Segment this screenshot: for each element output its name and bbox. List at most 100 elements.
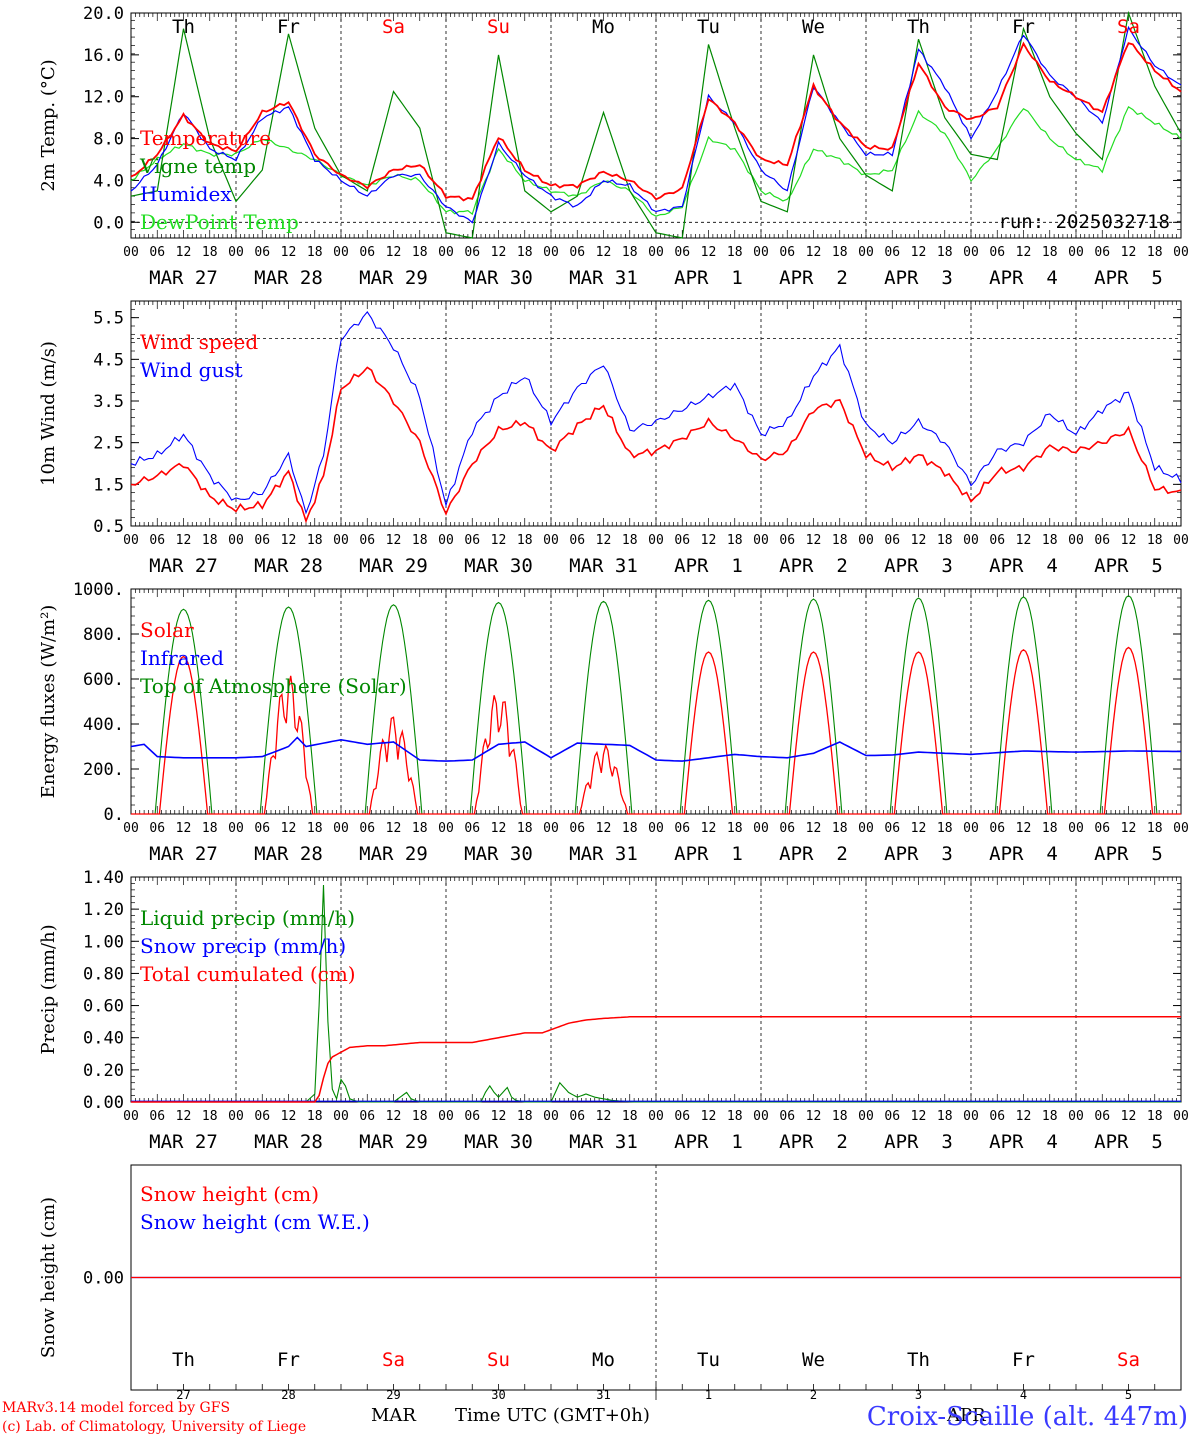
panel3-hour-label: 06 xyxy=(464,821,480,836)
panel1-weekday-label: Su xyxy=(487,16,510,38)
panel4-hour-label: 06 xyxy=(674,1109,690,1124)
panel3-date-label: APR 4 xyxy=(989,843,1058,865)
panel4-hour-label: 18 xyxy=(1042,1109,1058,1124)
panel4-hour-label: 12 xyxy=(806,1109,822,1124)
panel3-legend-solar: Solar xyxy=(140,618,194,642)
panel1-weekday-label: Tu xyxy=(697,16,720,38)
panel1-hour-label: 12 xyxy=(701,245,717,260)
panel1-y-tick-label: 16.0 xyxy=(83,46,124,66)
panel2-frame xyxy=(130,300,1182,527)
panel1-legend-vigne-temp: Vigne temp xyxy=(139,154,256,178)
panel2-hour-label: 12 xyxy=(596,533,612,548)
panel3-date-label: APR 3 xyxy=(884,843,953,865)
panel4-hour-label: 06 xyxy=(989,1109,1005,1124)
panel5-day-number: 2 xyxy=(810,1388,817,1402)
panel1-y-tick-label: 8.0 xyxy=(93,130,124,150)
month-label-mar: MAR xyxy=(371,1405,416,1426)
panel1-hour-label: 18 xyxy=(1147,245,1163,260)
panel4-hour-label: 12 xyxy=(176,1109,192,1124)
panel2-date-label: APR 3 xyxy=(884,555,953,577)
panel1-hour-label: 12 xyxy=(911,245,927,260)
panel1-hour-label: 06 xyxy=(884,245,900,260)
panel3-y-tick-label: 0. xyxy=(104,805,124,825)
panel3-hour-label: 06 xyxy=(884,821,900,836)
panel1-hour-label: 06 xyxy=(359,245,375,260)
panel4-hour-label: 18 xyxy=(832,1109,848,1124)
panel4-hour-label: 00 xyxy=(543,1109,559,1124)
panel4-hour-label: 18 xyxy=(517,1109,533,1124)
panel4-y-tick-label: 1.00 xyxy=(83,932,124,952)
time-axis-label: Time UTC (GMT+0h) xyxy=(455,1405,650,1426)
panel3-date-label: APR 5 xyxy=(1094,843,1163,865)
panel1-hour-label: 06 xyxy=(464,245,480,260)
panel3-hour-label: 12 xyxy=(281,821,297,836)
panel1-legend-temperature: Temperature xyxy=(140,126,271,150)
panel3-hour-label: 00 xyxy=(648,821,664,836)
panel1-hour-label: 06 xyxy=(989,245,1005,260)
panel2-hour-label: 00 xyxy=(858,533,874,548)
panel3-hour-label: 06 xyxy=(674,821,690,836)
panel2-y-tick-label: 4.5 xyxy=(93,350,124,370)
panel3-hour-label: 18 xyxy=(1147,821,1163,836)
panel2-hour-label: 12 xyxy=(386,533,402,548)
panel1-date-label: APR 4 xyxy=(989,267,1058,289)
panel2-hour-label: 18 xyxy=(727,533,743,548)
panel1-date-label: MAR 27 xyxy=(149,267,218,289)
panel3-hour-label: 06 xyxy=(989,821,1005,836)
panel4-hour-label: 12 xyxy=(911,1109,927,1124)
panel1-hour-label: 06 xyxy=(674,245,690,260)
panel3-date-label: APR 2 xyxy=(779,843,848,865)
panel3-hour-label: 00 xyxy=(543,821,559,836)
panel5-weekday-label: Mo xyxy=(592,1349,615,1371)
panel2-hour-label: 06 xyxy=(1094,533,1110,548)
panel1-hour-label: 00 xyxy=(963,245,979,260)
panel4-hour-label: 00 xyxy=(858,1109,874,1124)
panel4-hour-label: 00 xyxy=(123,1109,139,1124)
panel1-hour-label: 18 xyxy=(622,245,638,260)
panel4-date-label: MAR 30 xyxy=(464,1131,533,1153)
panel1-hour-label: 00 xyxy=(1173,245,1189,260)
panel3-hour-label: 18 xyxy=(307,821,323,836)
panel4-hour-label: 06 xyxy=(779,1109,795,1124)
wind-series-wind-speed xyxy=(130,366,1182,524)
panel1-hour-label: 06 xyxy=(569,245,585,260)
panel1-y-tick-label: 20.0 xyxy=(83,4,124,24)
panel5-weekday-label: Th xyxy=(172,1349,195,1371)
panel3-hour-label: 18 xyxy=(1042,821,1058,836)
panel1-hour-label: 18 xyxy=(202,245,218,260)
panel1-hour-label: 00 xyxy=(648,245,664,260)
panel1-hour-label: 00 xyxy=(543,245,559,260)
panel4-legend-total-cumulated-cm: Total cumulated (cm) xyxy=(140,962,356,986)
panel2-date-label: APR 5 xyxy=(1094,555,1163,577)
panel1-hour-label: 12 xyxy=(806,245,822,260)
copyright-credit: (c) Lab. of Climatology, University of L… xyxy=(2,1419,307,1435)
panel3-date-label: MAR 27 xyxy=(149,843,218,865)
panel3-hour-label: 06 xyxy=(254,821,270,836)
panel4-hour-label: 00 xyxy=(753,1109,769,1124)
panel1-y-axis-title: 2m Temp. (°C) xyxy=(38,59,59,191)
panel4-hour-label: 18 xyxy=(622,1109,638,1124)
panel3-y-axis-title: Energy fluxes (W/m²) xyxy=(38,605,59,799)
temp-series-temperature xyxy=(130,41,1182,202)
panel3-hour-label: 06 xyxy=(779,821,795,836)
panel4-legend-snow-precip-mm-h: Snow precip (mm/h) xyxy=(140,934,346,958)
panel4-y-tick-label: 0.00 xyxy=(83,1093,124,1113)
panel2-hour-label: 18 xyxy=(1147,533,1163,548)
panel3-hour-label: 18 xyxy=(412,821,428,836)
panel5-day-number: 27 xyxy=(176,1388,190,1402)
panel4-hour-label: 06 xyxy=(884,1109,900,1124)
panel2-hour-label: 18 xyxy=(937,533,953,548)
panel2-y-tick-label: 2.5 xyxy=(93,434,124,454)
panel1-hour-label: 18 xyxy=(307,245,323,260)
panel5-day-number: 3 xyxy=(915,1388,922,1402)
panel3-hour-label: 00 xyxy=(333,821,349,836)
panel3-hour-label: 06 xyxy=(149,821,165,836)
panel4-hour-label: 00 xyxy=(1068,1109,1084,1124)
panel5-weekday-label: Sa xyxy=(382,1349,405,1371)
panel1-date-label: MAR 29 xyxy=(359,267,428,289)
panel5-day-number: 29 xyxy=(386,1388,400,1402)
panel2-hour-label: 18 xyxy=(202,533,218,548)
panel3-hour-label: 12 xyxy=(596,821,612,836)
panel4-hour-label: 06 xyxy=(359,1109,375,1124)
